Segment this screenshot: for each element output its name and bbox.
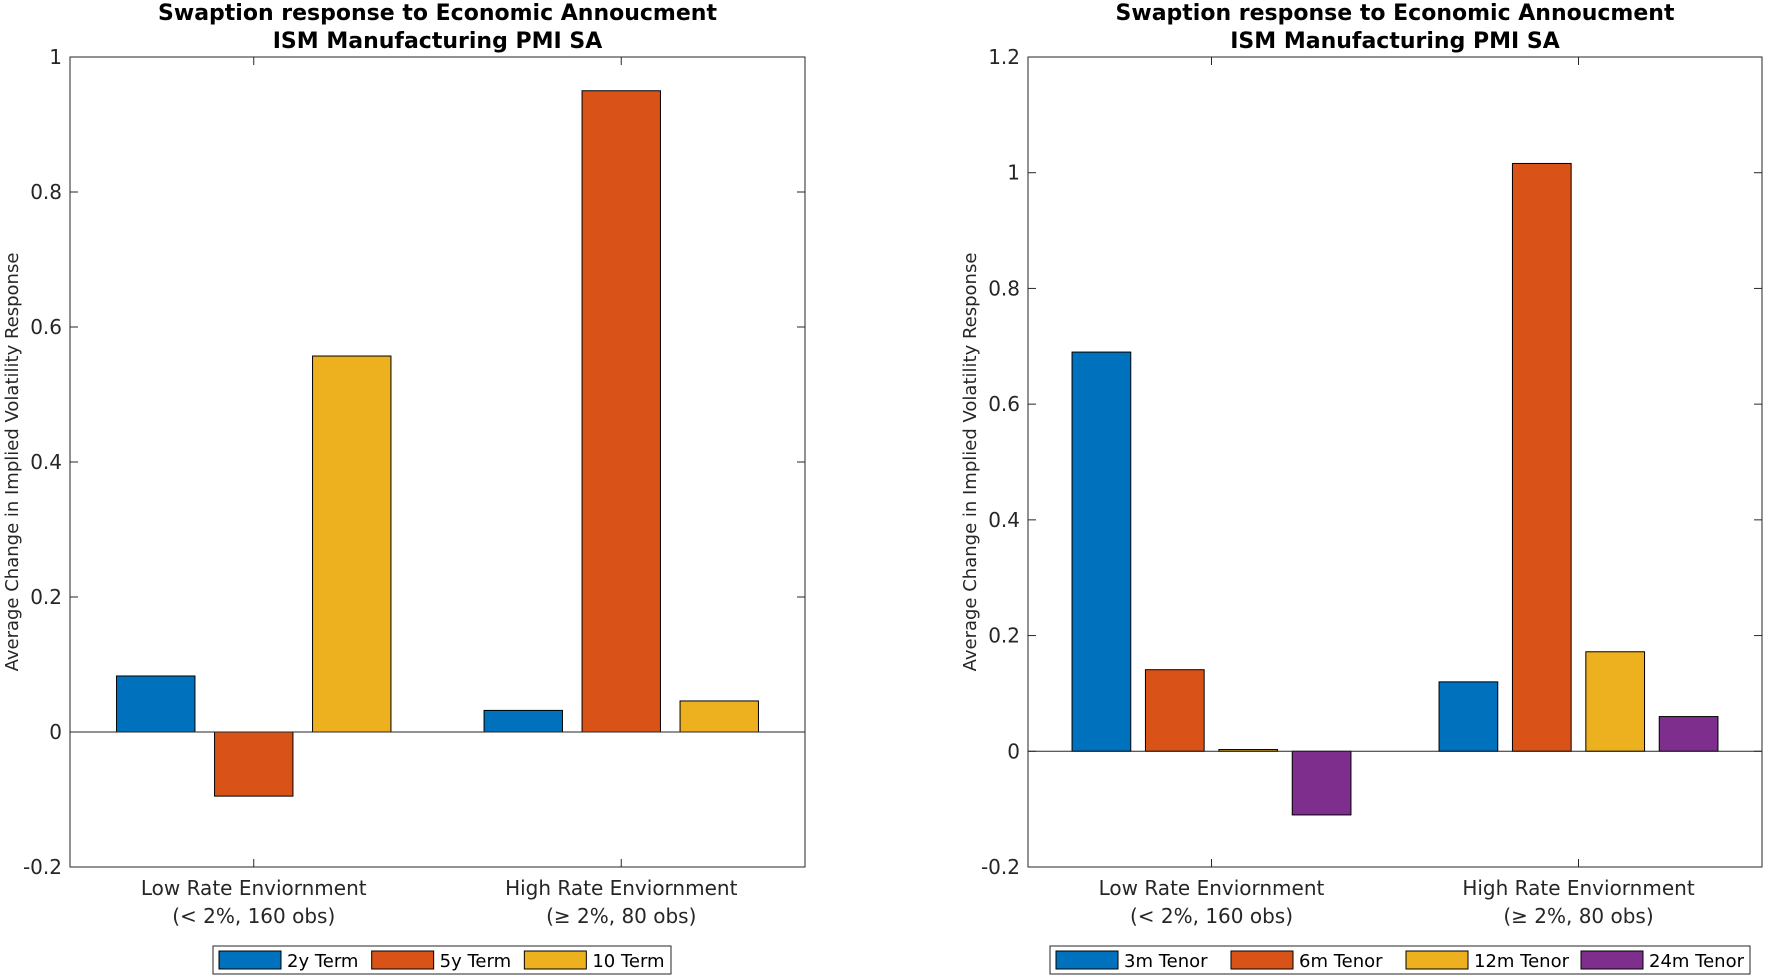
bar [1144,669,1205,752]
y-tick-label: -0.2 [23,855,62,879]
y-tick-label: 1.2 [988,45,1020,69]
y-tick-label: 0.6 [988,392,1020,416]
legend-swatch [1405,950,1469,970]
x-category-label: (≥ 2%, 80 obs) [1503,904,1653,928]
chart-subtitle: ISM Manufacturing PMI SA [273,29,602,54]
y-tick-label: 0.4 [30,450,62,474]
bar [581,90,661,733]
y-tick-label: 1 [1007,161,1020,185]
plot-area-box [1027,56,1763,868]
chart-panel-term: Swaption response to Economic Annoucment… [2,1,806,975]
y-tick-label: 0.2 [988,624,1020,648]
bar [1438,681,1499,752]
x-category-label: High Rate Enviornment [1462,876,1694,900]
x-category-label: (< 2%, 160 obs) [1130,904,1293,928]
y-tick-label: 0.2 [30,585,62,609]
y-tick-label: 0 [49,720,62,744]
plot-area-box [69,56,806,868]
y-tick-label: 1 [49,45,62,69]
legend-swatch [1230,950,1294,970]
legend: 3m Tenor 6m Tenor 12m Tenor 24m Tenor [1049,945,1751,975]
bar [312,355,392,733]
y-axis-label: Average Change in Implied Volatility Res… [960,253,981,672]
bar [1658,716,1719,752]
bar [483,709,563,733]
chart-title: Swaption response to Economic Annoucment [1116,1,1675,26]
legend-label: 12m Tenor [1474,951,1570,972]
bar [116,675,196,733]
bar [214,731,294,797]
bar [1291,750,1352,816]
x-category-label: High Rate Enviornment [505,876,737,900]
chart-panel-tenor: Swaption response to Economic Annoucment… [960,1,1763,975]
legend-label: 5y Term [440,951,511,972]
x-category-label: Low Rate Enviornment [1099,876,1325,900]
y-axis-label: Average Change in Implied Volatility Res… [2,253,23,672]
legend-label: 6m Tenor [1299,951,1383,972]
bar [679,700,759,733]
chart-subtitle: ISM Manufacturing PMI SA [1230,29,1559,54]
legend-label: 2y Term [287,951,358,972]
legend-swatch [1055,950,1119,970]
bar [1071,351,1132,752]
x-category-label: Low Rate Enviornment [141,876,367,900]
bar [1511,162,1572,752]
x-category-label: (< 2%, 160 obs) [172,904,335,928]
legend-label: 10 Term [592,951,664,972]
legend-swatch [523,950,587,970]
y-tick-label: 0.4 [988,508,1020,532]
y-tick-label: 0.8 [988,276,1020,300]
legend-label: 24m Tenor [1649,951,1745,972]
chart-title: Swaption response to Economic Annoucment [158,1,717,26]
bar [1585,651,1646,752]
legend-label: 3m Tenor [1124,951,1208,972]
legend: 2y Term 5y Term 10 Term [212,945,672,975]
legend-swatch [1580,950,1644,970]
y-tick-label: 0 [1007,739,1020,763]
legend-swatch [371,950,435,970]
legend-swatch [218,950,282,970]
x-category-label: (≥ 2%, 80 obs) [546,904,696,928]
y-tick-label: 0.6 [30,315,62,339]
y-tick-label: 0.8 [30,180,62,204]
legend-box [212,945,672,975]
y-tick-label: -0.2 [981,855,1020,879]
